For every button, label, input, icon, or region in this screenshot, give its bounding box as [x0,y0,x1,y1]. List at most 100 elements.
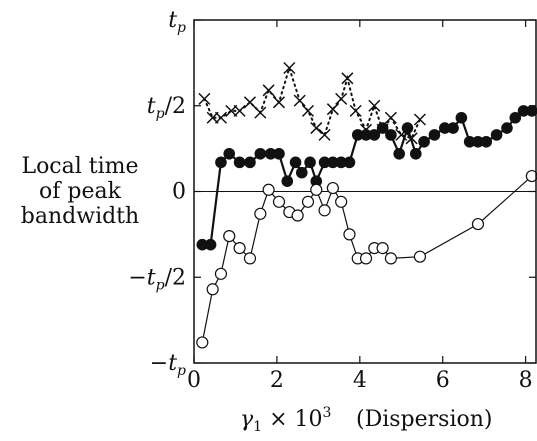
data-point-x [283,61,296,75]
data-point-x [262,84,275,97]
y-axis-label-line-3: bandwidth [21,204,139,229]
data-point-filled [490,129,503,141]
data-point-x [243,96,256,109]
data-point-filled [289,156,302,169]
data-point-x [301,104,315,117]
data-point-filled [204,238,217,251]
data-point-filled [480,135,493,148]
y-axis-label: Local time of peak bandwidth [21,154,139,229]
data-point-filled [264,147,277,160]
y-tick-label: 0 [172,180,186,205]
data-point-filled [409,147,422,160]
data-point-filled [526,105,537,117]
data-point-x [293,94,306,107]
data-point-filled [343,156,356,169]
data-point-x [341,72,354,85]
data-point-x [310,122,323,135]
data-point-open [196,336,209,349]
data-point-open [254,207,267,220]
y-axis-label-line-1: Local time [21,154,138,179]
data-point-open [291,209,304,222]
data-point-open [272,195,286,208]
data-point-filled [223,147,236,160]
series-filled-circle [196,105,537,251]
y-tick-label: −tp [150,351,186,379]
data-point-open [525,169,537,183]
series-open-circle [196,169,537,349]
data-point-filled [418,135,430,148]
data-point-open [233,241,246,255]
data-point-filled [376,122,389,134]
data-point-x [326,103,339,116]
data-point-x [368,99,381,112]
data-point-filled [318,156,331,169]
data-point-filled [215,156,227,169]
data-point-open [343,228,356,241]
data-point-open [301,195,315,208]
data-point-open [413,250,427,263]
data-point-filled [401,122,414,134]
data-point-filled [385,129,397,141]
data-point-filled [517,105,530,117]
data-point-filled [233,156,246,169]
x-tick-label: 0 [187,368,201,393]
data-point-x [335,92,348,105]
y-tick-label: −tp/2 [128,265,186,293]
series-layer [196,61,537,349]
data-point-filled [439,122,451,134]
x-axis-label: γ1 × 103 (Dispersion) [240,405,493,435]
data-point-filled [501,122,513,134]
data-point-x [349,104,362,117]
data-point-open [384,252,398,265]
data-point-x [413,113,426,126]
x-tick-label: 8 [519,368,533,393]
data-point-filled [281,175,294,188]
x-axis-label-symbol: γ1 × 103 [240,405,331,435]
data-point-filled [295,166,308,179]
data-point-filled [472,135,484,148]
data-point-open [471,217,485,231]
data-point-filled [428,129,441,141]
data-point-filled [351,129,364,141]
data-point-filled [509,111,522,124]
x-axis-label-text: (Dispersion) [356,407,493,432]
data-point-filled [455,111,468,124]
data-point-open [214,267,228,280]
data-point-open [243,252,257,265]
y-tick-label: tp [168,8,186,36]
data-point-filled [196,238,209,251]
data-point-x [214,111,227,124]
data-point-x [384,111,397,124]
data-point-open [310,183,323,196]
data-point-filled [335,156,347,169]
data-point-x [254,106,267,119]
data-point-open [376,241,389,255]
data-point-open [318,204,331,217]
data-point-filled [393,147,406,160]
data-point-filled [304,156,316,169]
data-point-filled [244,156,256,169]
x-tick-label: 6 [436,368,450,393]
data-point-filled [360,129,372,141]
x-tick-label: 4 [353,368,367,393]
data-point-open [223,229,236,243]
data-point-open [326,181,339,195]
data-point-filled [273,147,285,160]
data-point-x [272,96,286,109]
data-point-filled [310,175,323,188]
data-point-filled [254,147,267,160]
y-tick-label: tp/2 [147,94,186,122]
x-tick-label: 2 [270,368,284,393]
data-point-filled [327,156,339,169]
y-axis-label-line-2: of peak [39,179,122,204]
ticks-layer: 0 2 4 6 8 tp tp/2 0 −tp/2 −tp [128,8,536,393]
data-point-x [198,92,211,105]
data-point-filled [463,135,476,148]
data-point-open [335,195,348,208]
data-point-x [233,104,246,117]
data-point-filled [447,122,459,134]
data-point-filled [368,129,381,141]
data-point-x [318,128,331,141]
data-point-open [206,283,219,296]
